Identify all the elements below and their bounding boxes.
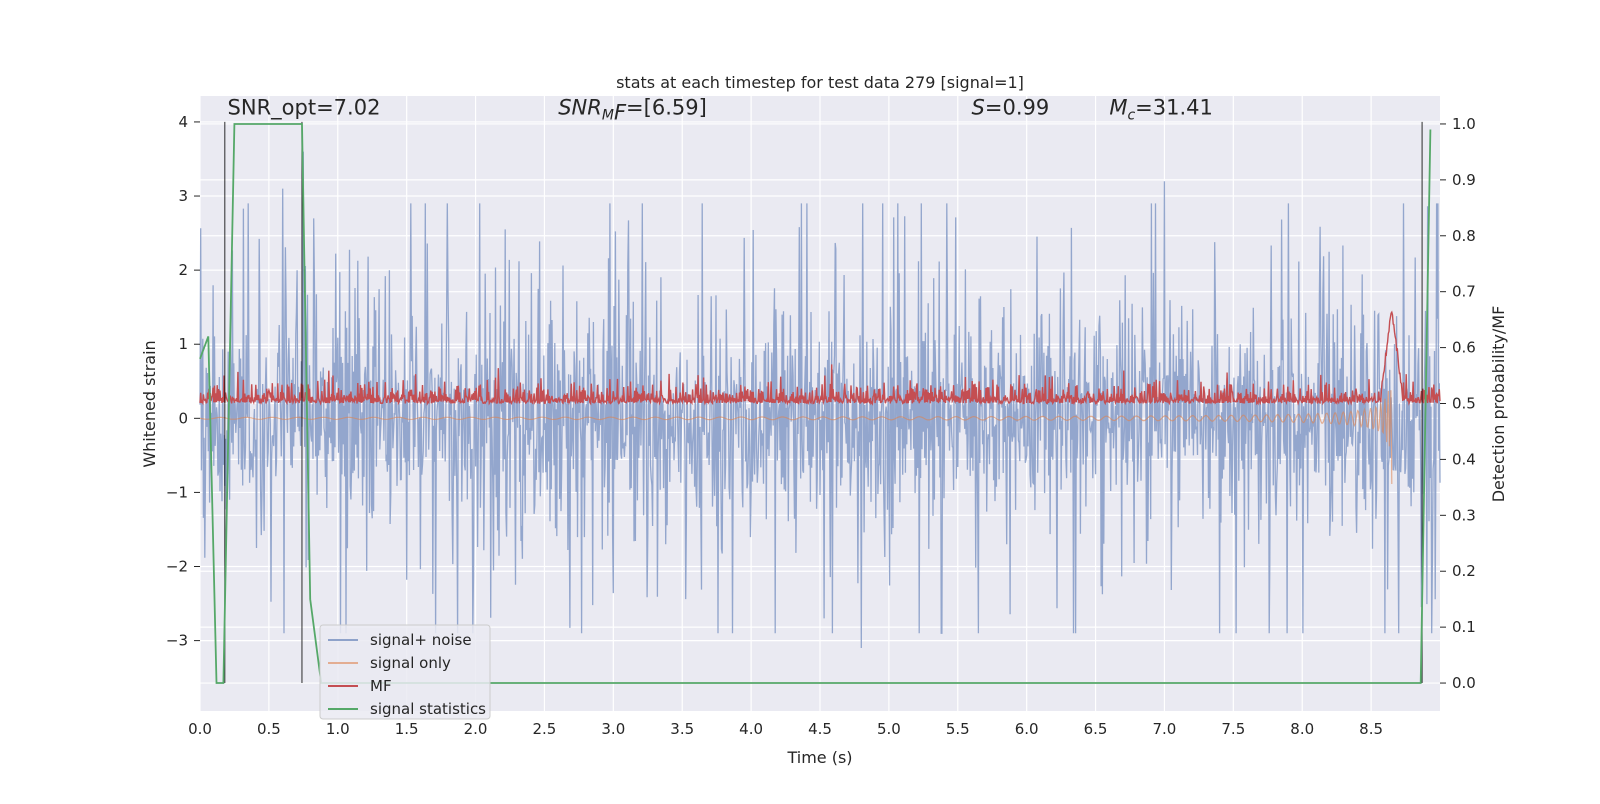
annotations: SNR_opt=7.02 SNRMF=[6.59] S=0.99 Mc=31.41 <box>228 96 1213 125</box>
x-tick-label: 7.5 <box>1221 720 1245 738</box>
x-axis-label: Time (s) <box>786 748 852 767</box>
y-left-tick-label: 1 <box>178 335 188 353</box>
legend-box <box>319 624 491 720</box>
x-tick-label: 6.0 <box>1015 720 1039 738</box>
signal-only-line <box>199 390 1393 485</box>
x-tick-label: 0.5 <box>257 720 281 738</box>
annotation-snr-mf: SNRMF=[6.59] <box>558 96 707 125</box>
signal-only-series <box>199 390 1393 485</box>
x-tick-label: 7.0 <box>1153 720 1177 738</box>
x-tick-label: 4.0 <box>739 720 763 738</box>
x-tick-label: 8.0 <box>1290 720 1314 738</box>
y-right-tick-label: 0.4 <box>1452 450 1476 468</box>
y-left-tick-label: 4 <box>178 113 188 131</box>
mf-line <box>199 310 1441 407</box>
signal-noise-series <box>199 151 1441 649</box>
x-tick-label: 8.5 <box>1359 720 1383 738</box>
y-right-tick-label: 0.7 <box>1452 283 1476 301</box>
legend-label: signal+ noise <box>370 631 472 649</box>
y-left-tick-label: 0 <box>178 409 188 427</box>
x-tick-label: 2.5 <box>533 720 557 738</box>
y-right-tick-label: 1.0 <box>1452 115 1476 133</box>
x-tick-label: 1.5 <box>395 720 419 738</box>
y-right-tick-label: 0.3 <box>1452 506 1476 524</box>
y-left-tick-label: 3 <box>178 187 188 205</box>
x-tick-label: 6.5 <box>1084 720 1108 738</box>
legend-label: signal only <box>370 654 451 672</box>
y-left-tick-label: −2 <box>166 558 188 576</box>
y-right-tick-label: 0.1 <box>1452 618 1476 636</box>
y-right-axis-ticks: 1.0 0.9 0.8 0.7 0.6 0.5 0.4 0.3 0.2 0.1 0.0 <box>1440 115 1476 692</box>
x-tick-label: 3.5 <box>670 720 694 738</box>
legend-label: signal statistics <box>370 700 486 718</box>
y-left-axis-ticks: 4 3 2 1 0 −1 −2 −3 <box>166 113 200 650</box>
annotation-s: S=0.99 <box>972 96 1050 120</box>
x-tick-label: 3.0 <box>601 720 625 738</box>
x-tick-label: 5.5 <box>946 720 970 738</box>
y-right-tick-label: 0.8 <box>1452 227 1476 245</box>
x-tick-label: 5.0 <box>877 720 901 738</box>
y-right-tick-label: 0.6 <box>1452 339 1476 357</box>
y-left-tick-label: −3 <box>166 632 188 650</box>
x-axis-ticks: 0.0 0.5 1.0 1.5 2.0 2.5 3.0 3.5 4.0 4.5 5.0 5.5 6.0 6… <box>188 720 1383 738</box>
signal-statistics-series <box>199 123 1432 684</box>
annotation-snr-opt: SNR_opt=7.02 <box>228 96 381 121</box>
annotation-mc: Mc=31.41 <box>1109 96 1213 124</box>
legend-label: MF <box>370 677 392 695</box>
x-tick-label: 2.0 <box>464 720 488 738</box>
mf-series <box>199 310 1441 407</box>
y-left-axis-label: Whitened strain <box>140 340 159 467</box>
y-right-tick-label: 0.2 <box>1452 562 1476 580</box>
x-tick-label: 4.5 <box>808 720 832 738</box>
y-left-tick-label: 2 <box>178 261 188 279</box>
x-tick-label: 0.0 <box>188 720 212 738</box>
y-right-tick-label: 0.0 <box>1452 674 1476 692</box>
legend: signal+ noise signal only MF signal statist… <box>319 624 491 720</box>
signal-statistics-line <box>199 123 1432 684</box>
x-tick-label: 1.0 <box>326 720 350 738</box>
y-left-tick-label: −1 <box>166 483 188 501</box>
y-right-tick-label: 0.5 <box>1452 395 1476 413</box>
chart-title: stats at each timestep for test data 279… <box>616 73 1024 92</box>
y-right-tick-label: 0.9 <box>1452 171 1476 189</box>
signal-noise-line <box>199 151 1441 649</box>
y-right-axis-label: Detection probability/MF <box>1489 306 1508 503</box>
